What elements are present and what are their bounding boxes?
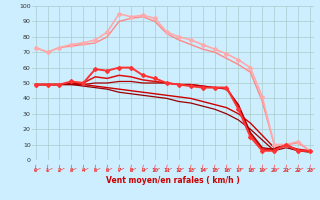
X-axis label: Vent moyen/en rafales ( km/h ): Vent moyen/en rafales ( km/h ) <box>106 176 240 185</box>
